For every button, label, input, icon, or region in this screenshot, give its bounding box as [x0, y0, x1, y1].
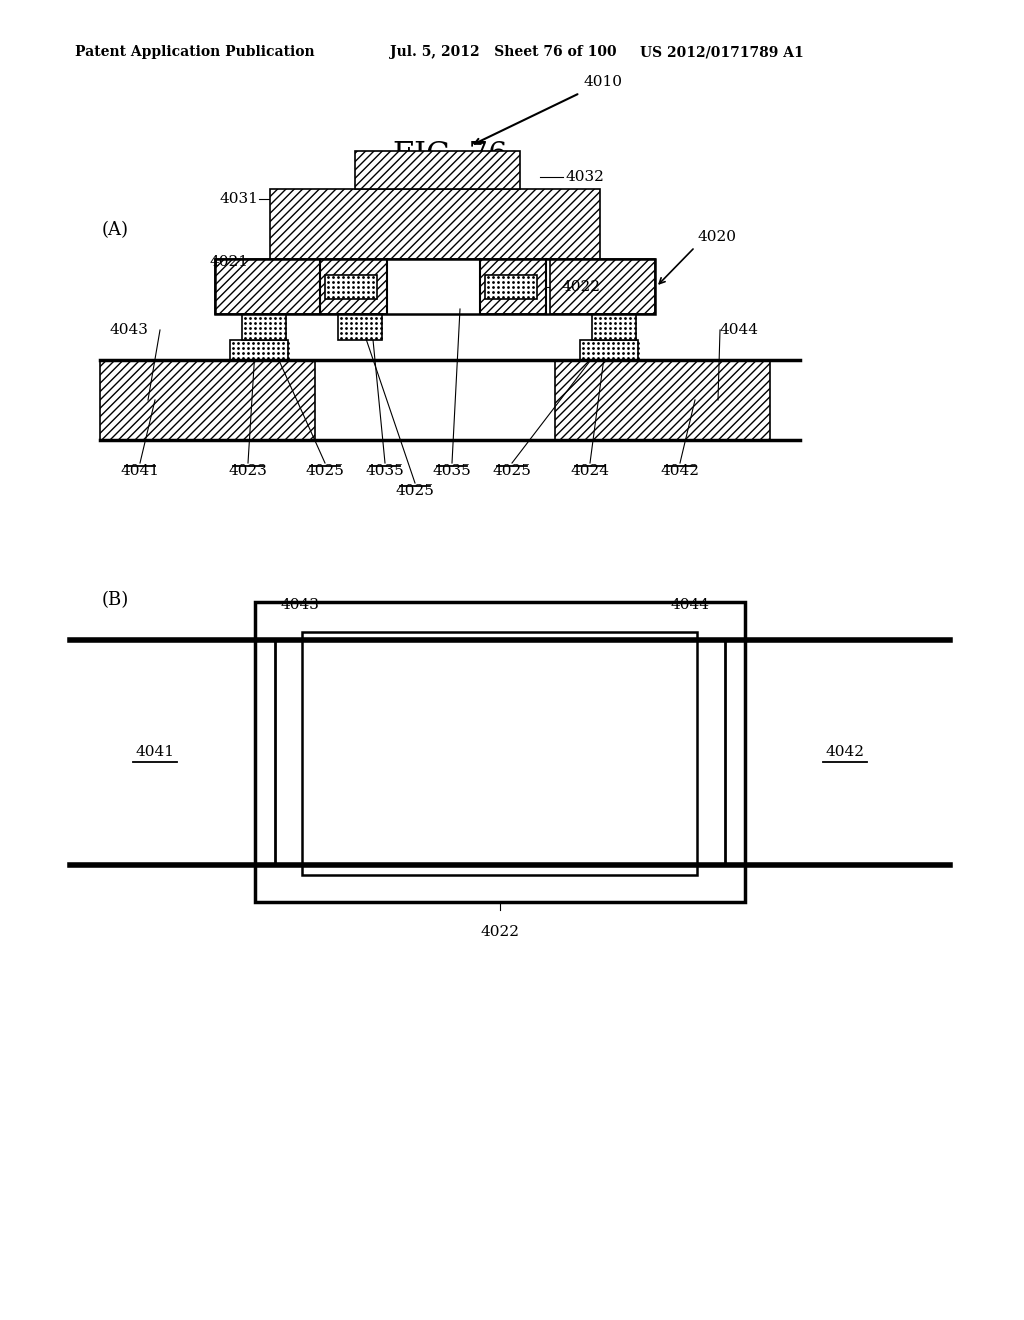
Text: (A): (A) — [101, 220, 128, 239]
Bar — [319, 259, 387, 314]
Text: 4042: 4042 — [825, 744, 864, 759]
Bar — [270, 189, 600, 259]
Bar — [550, 259, 655, 314]
Bar — [485, 275, 537, 300]
Text: 4025: 4025 — [395, 484, 434, 498]
Bar — [215, 259, 655, 314]
Text: (B): (B) — [101, 591, 129, 609]
Bar — [215, 259, 319, 314]
Text: 4025: 4025 — [305, 465, 344, 478]
Text: 4022: 4022 — [562, 280, 601, 294]
Text: 4035: 4035 — [366, 465, 404, 478]
Text: 4042: 4042 — [660, 465, 699, 478]
Bar — [580, 341, 638, 360]
Text: 4043: 4043 — [110, 323, 148, 337]
Bar — [355, 150, 520, 189]
Text: 4032: 4032 — [565, 170, 604, 183]
Text: US 2012/0171789 A1: US 2012/0171789 A1 — [640, 45, 804, 59]
Bar — [230, 341, 288, 360]
Bar — [610, 640, 725, 865]
Bar — [275, 640, 390, 865]
Text: 4044: 4044 — [671, 598, 710, 612]
Text: 4025: 4025 — [493, 465, 531, 478]
Text: Patent Application Publication: Patent Application Publication — [75, 45, 314, 59]
Text: 4043: 4043 — [281, 598, 319, 612]
Text: 4022: 4022 — [480, 925, 519, 939]
Text: 4024: 4024 — [570, 465, 609, 478]
Text: 4020: 4020 — [698, 230, 737, 244]
Text: 4023: 4023 — [228, 465, 267, 478]
Text: 4035: 4035 — [432, 465, 471, 478]
Bar — [242, 314, 286, 341]
Bar — [325, 275, 377, 300]
Text: FIG. 76: FIG. 76 — [393, 140, 507, 170]
Text: 4021: 4021 — [209, 255, 248, 269]
Text: 4010: 4010 — [474, 744, 523, 763]
Text: 4031: 4031 — [219, 191, 258, 206]
Text: 4010: 4010 — [583, 75, 622, 88]
Bar — [555, 360, 770, 440]
Bar — [338, 314, 382, 341]
Text: 4044: 4044 — [720, 323, 759, 337]
Bar — [100, 360, 315, 440]
Bar — [255, 602, 745, 902]
Bar — [480, 259, 546, 314]
Text: 4041: 4041 — [121, 465, 160, 478]
Text: 4041: 4041 — [135, 744, 174, 759]
Text: Jul. 5, 2012   Sheet 76 of 100: Jul. 5, 2012 Sheet 76 of 100 — [390, 45, 616, 59]
Bar — [592, 314, 636, 341]
Bar — [302, 632, 697, 875]
